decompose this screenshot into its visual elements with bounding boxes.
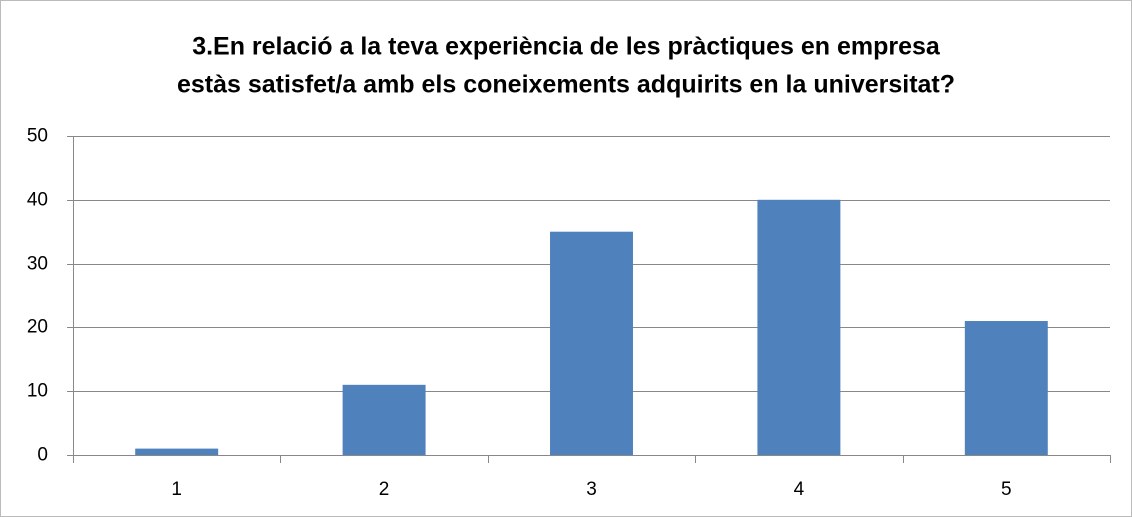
x-tick-label: 5 [1001, 479, 1012, 500]
y-tick-label: 30 [27, 254, 48, 275]
y-tick-label: 0 [37, 445, 48, 466]
x-tick-label: 4 [794, 479, 805, 500]
x-tick-label: 3 [586, 479, 597, 500]
chart-title: estàs satisfet/a amb els coneixements ad… [177, 71, 955, 99]
bar [550, 231, 633, 455]
bar [135, 448, 219, 455]
bar [964, 321, 1048, 455]
y-tick-label: 10 [27, 381, 48, 402]
bar [757, 199, 841, 455]
bar [342, 384, 426, 455]
y-tick-label: 50 [27, 126, 48, 147]
x-tick-label: 2 [379, 479, 390, 500]
chart-title: 3.En relació a la teva experiència de le… [192, 33, 941, 61]
y-tick-label: 40 [27, 190, 48, 211]
y-tick-label: 20 [27, 317, 48, 338]
x-tick-label: 1 [171, 479, 182, 500]
